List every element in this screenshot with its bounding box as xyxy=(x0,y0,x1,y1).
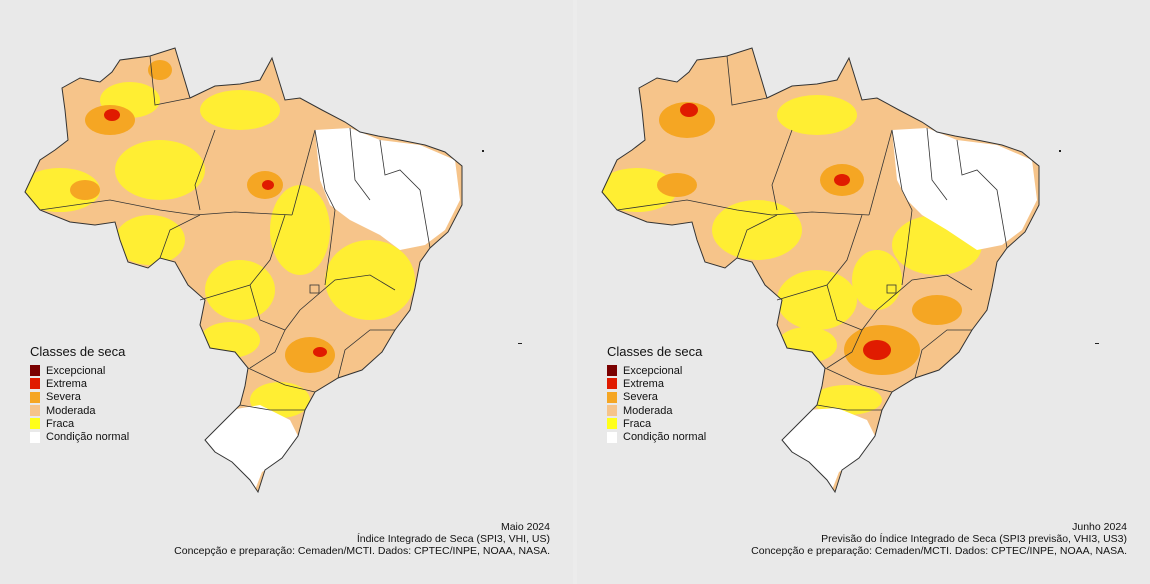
legend-swatch xyxy=(607,431,617,443)
legend-label: Condição normal xyxy=(46,431,130,444)
legend-label: Extrema xyxy=(623,377,664,390)
legend-item-normal: Condição normal xyxy=(30,430,129,443)
legend-swatch xyxy=(607,405,617,417)
caption-credits: Concepção e preparação: Cemaden/MCTI. Da… xyxy=(174,545,550,557)
legend-swatch xyxy=(30,391,40,403)
island-marker xyxy=(518,343,522,344)
island-marker xyxy=(1059,150,1061,152)
map-panel-may: Classes de seca Excepcional Extrema Seve… xyxy=(0,0,573,584)
map-caption: Junho 2024 Previsão do Índice Integrado … xyxy=(751,521,1127,557)
legend-label: Severa xyxy=(46,391,81,404)
legend-item-moderada: Moderada xyxy=(30,404,129,417)
legend-label: Condição normal xyxy=(623,431,707,444)
legend-swatch xyxy=(607,378,617,390)
drought-legend: Classes de seca Excepcional Extrema Seve… xyxy=(607,344,706,444)
drought-legend: Classes de seca Excepcional Extrema Seve… xyxy=(30,344,129,444)
legend-item-moderada: Moderada xyxy=(607,404,706,417)
legend-item-extrema: Extrema xyxy=(30,377,129,390)
legend-swatch xyxy=(30,431,40,443)
legend-item-extrema: Extrema xyxy=(607,377,706,390)
legend-item-severa: Severa xyxy=(607,391,706,404)
caption-credits: Concepção e preparação: Cemaden/MCTI. Da… xyxy=(751,545,1127,557)
legend-label: Severa xyxy=(623,391,658,404)
legend-swatch xyxy=(607,418,617,430)
legend-swatch xyxy=(607,365,617,377)
legend-label: Moderada xyxy=(46,404,96,417)
island-marker xyxy=(1095,343,1099,344)
legend-label: Moderada xyxy=(623,404,673,417)
caption-date: Maio 2024 xyxy=(500,521,550,533)
legend-label: Fraca xyxy=(623,417,652,430)
brazil-drought-map xyxy=(24,47,463,494)
legend-label: Fraca xyxy=(46,417,75,430)
legend-label: Excepcional xyxy=(46,364,106,377)
caption-date: Junho 2024 xyxy=(1072,521,1127,533)
legend-item-severa: Severa xyxy=(30,391,129,404)
legend-label: Extrema xyxy=(46,377,87,390)
island-marker xyxy=(482,150,484,152)
legend-item-fraca: Fraca xyxy=(607,417,706,430)
legend-item-excepcional: Excepcional xyxy=(30,364,129,377)
legend-title: Classes de seca xyxy=(607,344,703,359)
legend-swatch xyxy=(30,405,40,417)
legend-label: Excepcional xyxy=(623,364,683,377)
caption-index: Índice Integrado de Seca (SPI3, VHI, US) xyxy=(356,533,550,545)
legend-item-fraca: Fraca xyxy=(30,417,129,430)
map-caption: Maio 2024 Índice Integrado de Seca (SPI3… xyxy=(174,521,550,557)
legend-item-excepcional: Excepcional xyxy=(607,364,706,377)
legend-title: Classes de seca xyxy=(30,344,126,359)
legend-item-normal: Condição normal xyxy=(607,430,706,443)
legend-swatch xyxy=(30,418,40,430)
legend-swatch xyxy=(30,365,40,377)
caption-index: Previsão do Índice Integrado de Seca (SP… xyxy=(821,533,1127,545)
legend-swatch xyxy=(30,378,40,390)
map-panel-june: Classes de seca Excepcional Extrema Seve… xyxy=(577,0,1150,584)
brazil-drought-map xyxy=(601,47,1040,494)
legend-swatch xyxy=(607,391,617,403)
